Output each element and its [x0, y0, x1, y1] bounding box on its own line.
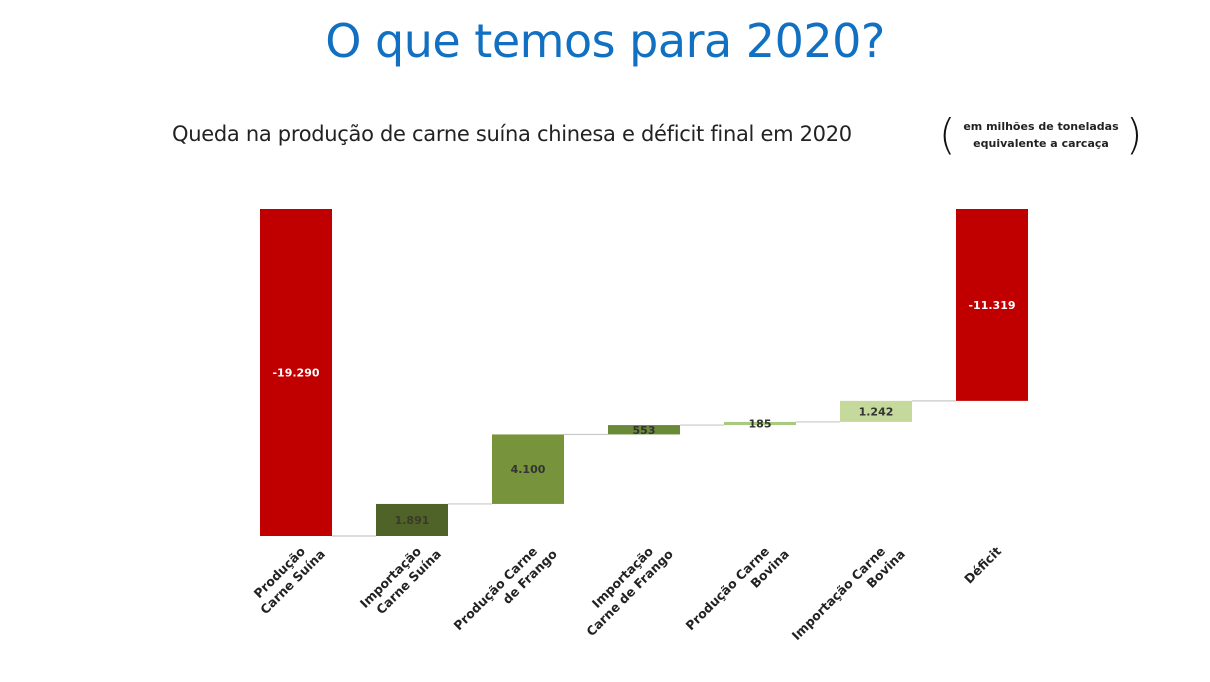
category-label: Déficit	[961, 544, 1004, 587]
category-label: Produção CarneBovina	[683, 535, 792, 644]
chart-title: Queda na produção de carne suína chinesa…	[172, 122, 852, 146]
category-label: Importação CarneBovina	[789, 535, 908, 654]
bar	[724, 421, 796, 426]
slide-title: O que temos para 2020?	[325, 14, 885, 68]
bar	[608, 425, 680, 435]
data-label: -19.290	[272, 367, 319, 380]
open-parenthesis: (	[939, 110, 956, 159]
category-label: Produção Carnede Frango	[451, 535, 561, 645]
bar	[260, 209, 332, 536]
data-label: 1.891	[395, 514, 430, 527]
bar	[956, 209, 1028, 401]
data-label: 4.100	[511, 463, 546, 476]
data-label: 553	[633, 424, 656, 437]
bar	[492, 434, 564, 504]
unit-note-line-2: equivalente a carcaça	[973, 137, 1109, 150]
category-label: ImportaçãoCarne de Frango	[572, 535, 676, 639]
unit-note: em milhões de toneladas equivalente a ca…	[954, 118, 1128, 152]
category-label-line: Déficit	[961, 544, 1004, 587]
close-parenthesis: )	[1126, 110, 1143, 159]
data-label: -11.319	[968, 299, 1015, 312]
data-label: 1.242	[859, 405, 894, 418]
category-label: ImportaçãoCarne Suína	[357, 535, 444, 622]
bar	[840, 400, 912, 422]
category-label-line: Importação Carne	[789, 544, 889, 644]
data-label: 185	[749, 417, 772, 430]
bar	[376, 503, 448, 536]
unit-note-line-1: em milhões de toneladas	[963, 120, 1119, 133]
category-label: ProduçãoCarne Suína	[246, 535, 328, 617]
